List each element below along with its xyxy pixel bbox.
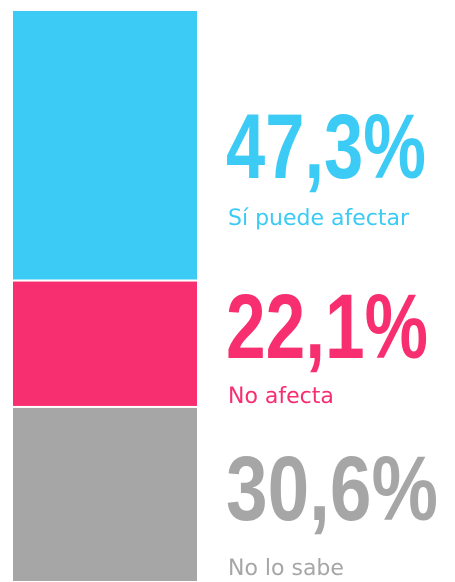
bar-segment: [11, 9, 199, 282]
value-label: 47,3%: [226, 96, 426, 198]
legend-label: Sí puede afectar: [228, 206, 410, 231]
legend-label: No lo sabe: [228, 556, 344, 581]
value-label: 22,1%: [226, 276, 428, 378]
legend-label: No afecta: [228, 384, 334, 409]
bar-segment: [11, 405, 199, 582]
value-label: 30,6%: [226, 438, 438, 540]
bar-segment: [11, 279, 199, 408]
